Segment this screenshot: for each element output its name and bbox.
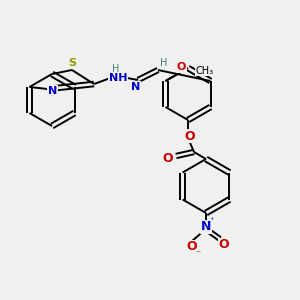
Text: N: N bbox=[131, 82, 141, 92]
Text: H: H bbox=[160, 58, 168, 68]
Text: N: N bbox=[48, 86, 57, 96]
Text: ⁺: ⁺ bbox=[210, 217, 214, 226]
Text: NH: NH bbox=[109, 73, 127, 83]
Text: O: O bbox=[163, 152, 173, 164]
Text: ⁻: ⁻ bbox=[195, 249, 201, 259]
Text: S: S bbox=[68, 58, 76, 68]
Text: O: O bbox=[219, 238, 229, 251]
Text: N: N bbox=[201, 220, 211, 233]
Text: O: O bbox=[177, 62, 186, 72]
Text: CH₃: CH₃ bbox=[196, 66, 214, 76]
Text: O: O bbox=[187, 241, 197, 254]
Text: O: O bbox=[185, 130, 195, 142]
Text: H: H bbox=[112, 64, 120, 74]
